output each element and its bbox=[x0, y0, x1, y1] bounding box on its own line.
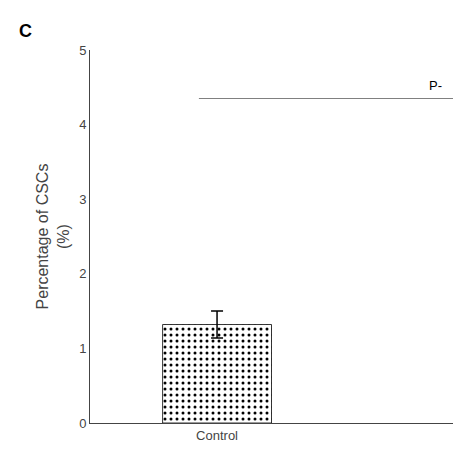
svg-text:P-: P- bbox=[429, 78, 442, 93]
svg-text:2: 2 bbox=[79, 266, 86, 281]
svg-text:0: 0 bbox=[79, 416, 86, 431]
svg-text:4: 4 bbox=[79, 117, 86, 132]
svg-text:3: 3 bbox=[79, 192, 86, 207]
svg-text:C: C bbox=[19, 21, 32, 41]
svg-text:5: 5 bbox=[79, 43, 86, 58]
svg-text:Percentage of CSCs(%): Percentage of CSCs(%) bbox=[34, 164, 72, 310]
svg-text:1: 1 bbox=[79, 341, 86, 356]
svg-text:Control: Control bbox=[196, 428, 238, 443]
